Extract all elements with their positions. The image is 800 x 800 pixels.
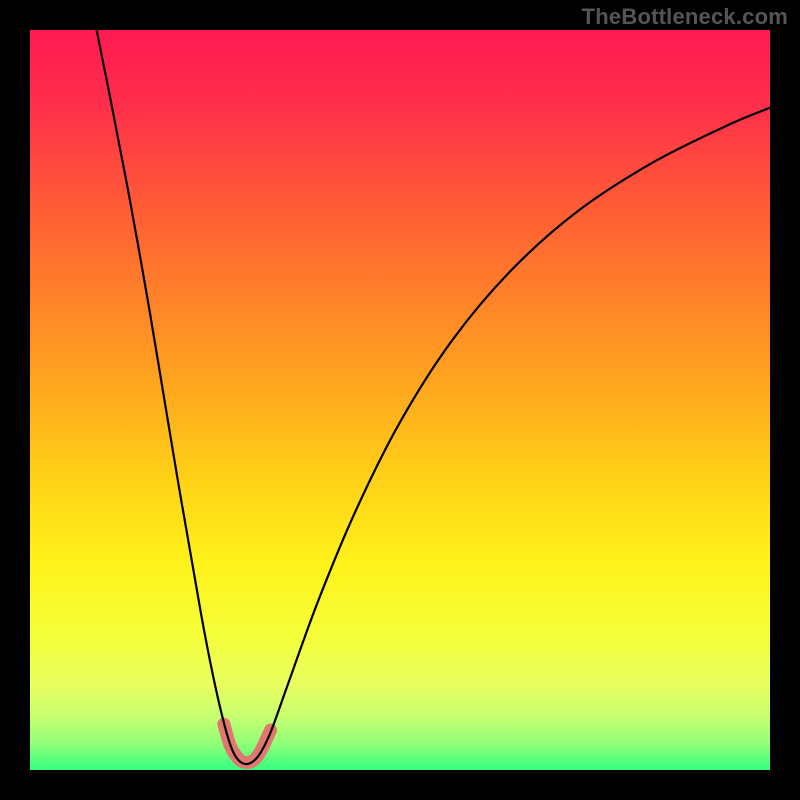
gradient-background (30, 30, 770, 770)
chart-frame: TheBottleneck.com (0, 0, 800, 800)
watermark-text: TheBottleneck.com (582, 4, 788, 30)
chart-svg (0, 0, 800, 800)
